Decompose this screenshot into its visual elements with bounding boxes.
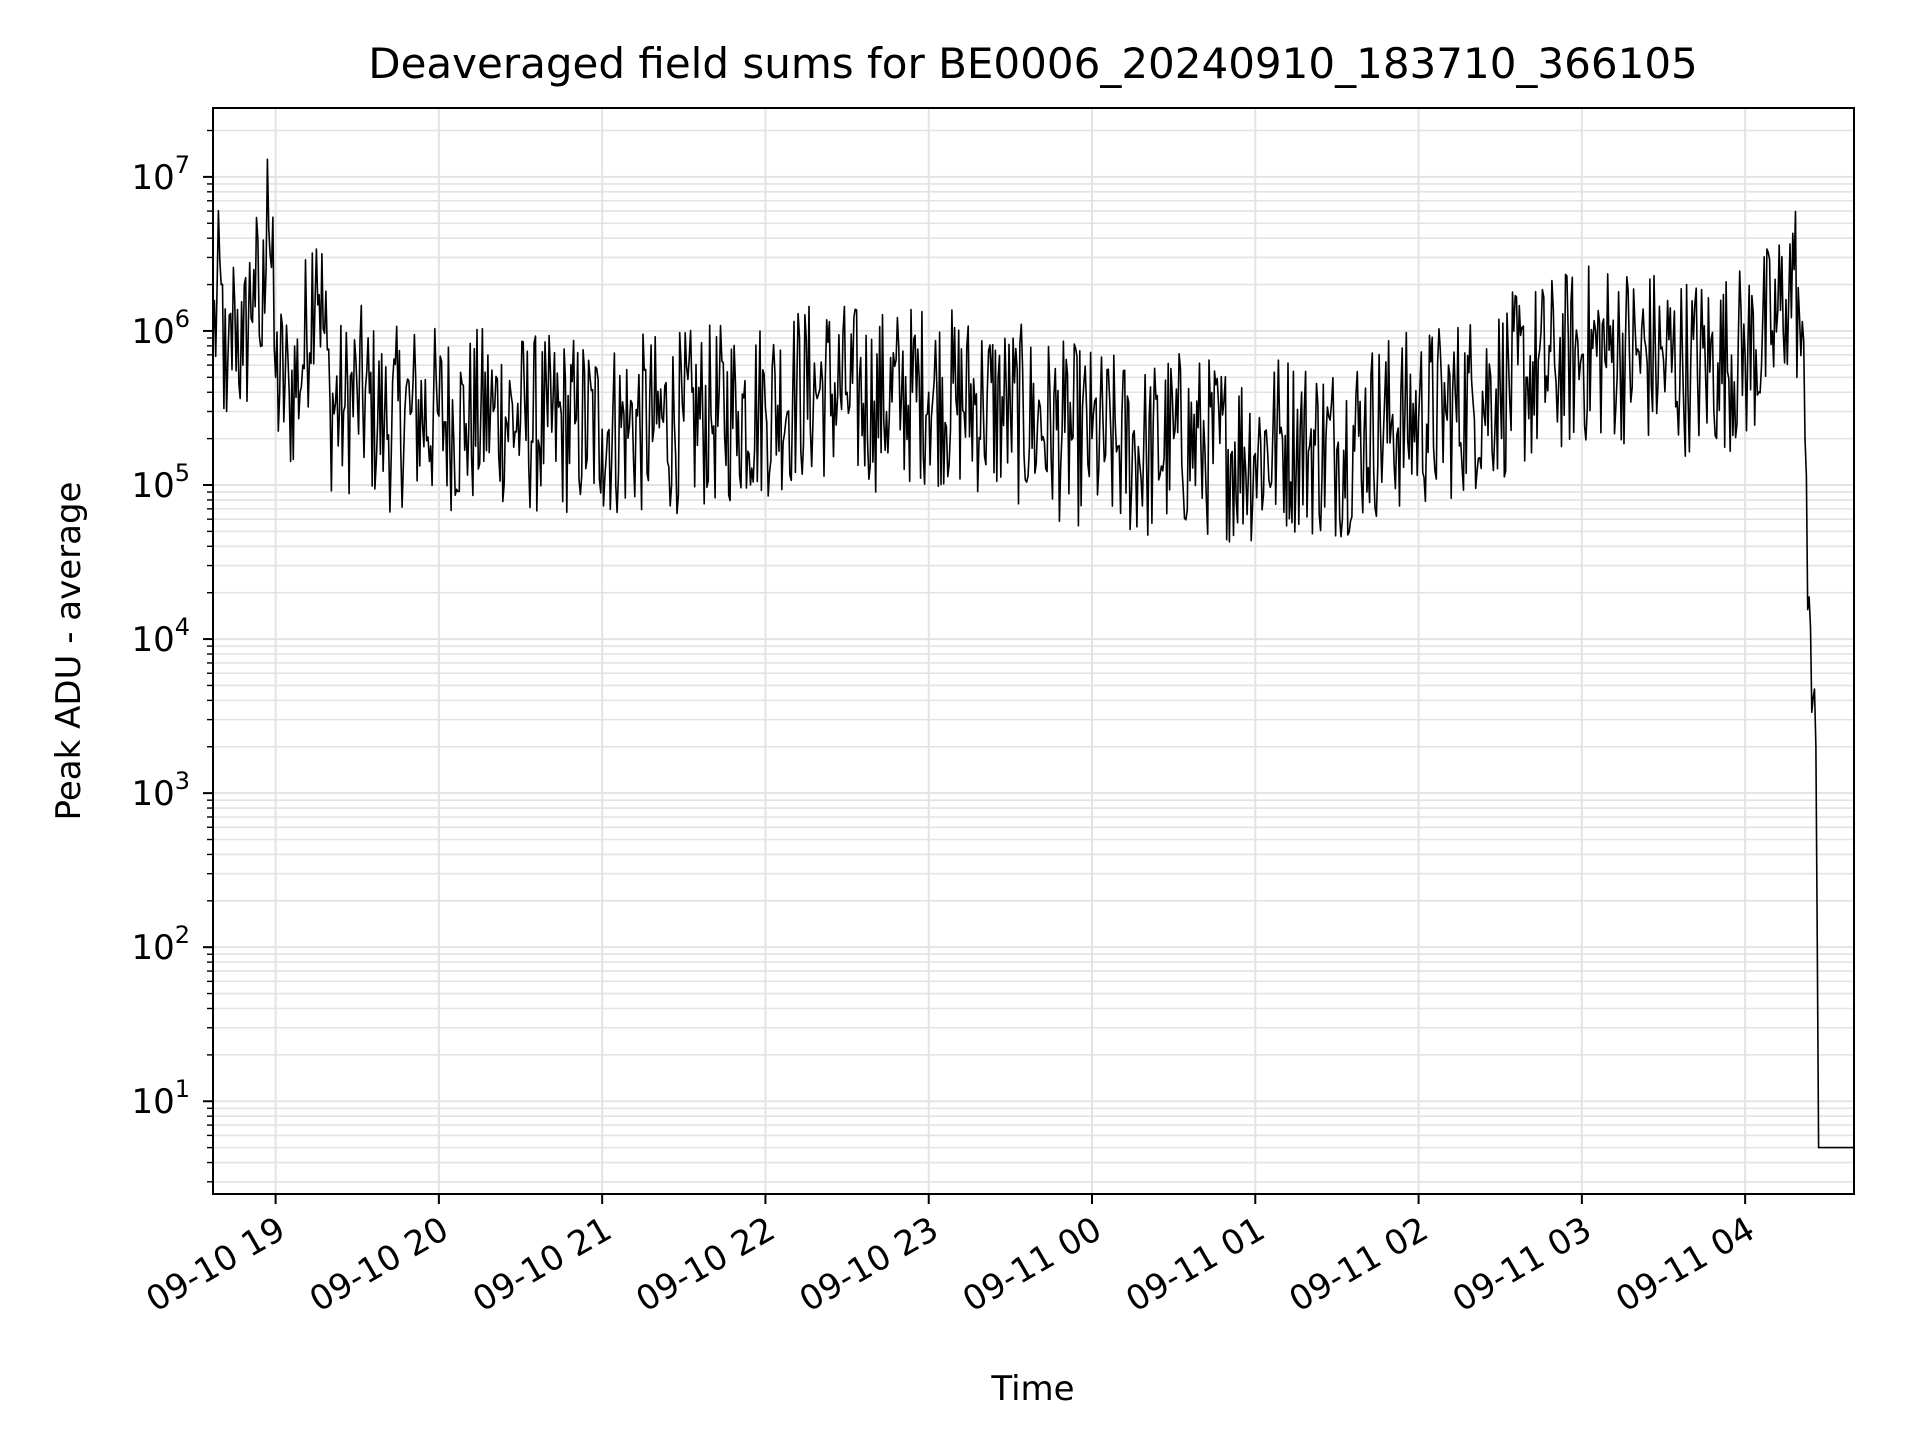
data-series: [212, 158, 1854, 1149]
y-tick-label: 105: [131, 459, 190, 506]
series-line: [212, 158, 1854, 1149]
grid: [213, 108, 1854, 1194]
y-tick-label: 101: [131, 1075, 190, 1122]
y-axis-label: Peak ADU - average: [49, 482, 89, 821]
plot-frame: [212, 107, 1855, 1195]
y-tick-label: 106: [131, 305, 190, 352]
y-tick-label: 102: [131, 921, 190, 968]
chart-title: Deaveraged field sums for BE0006_2024091…: [368, 39, 1698, 88]
y-tick-label: 104: [131, 613, 190, 660]
y-tick-label: 107: [131, 151, 190, 198]
y-tick-label: 103: [131, 767, 190, 814]
x-axis-label: Time: [990, 1369, 1074, 1409]
